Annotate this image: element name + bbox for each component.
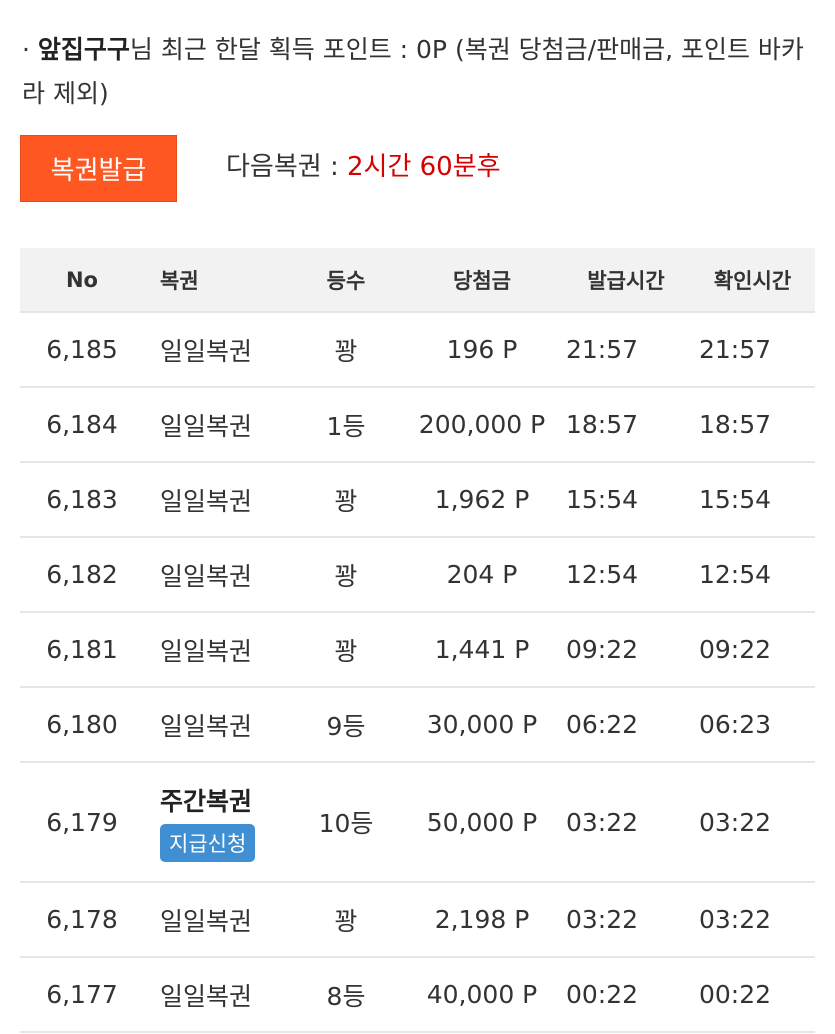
cell-checked: 12:54 [699, 560, 772, 589]
cell-no: 6,178 [46, 905, 118, 934]
cell-checked: 09:22 [699, 635, 772, 664]
header-no: No [65, 267, 98, 292]
cell-checked: 18:57 [699, 410, 772, 439]
cell-prize: 50,000 P [426, 807, 538, 837]
cell-no: 6,184 [46, 410, 118, 439]
cell-prize: 196 P [446, 335, 518, 364]
cell-no: 6,180 [46, 710, 118, 739]
cell-issued: 09:22 [566, 635, 639, 664]
cell-prize: 1,962 P [434, 485, 530, 514]
table-row: 6,183 일일복권 꽝 1,962 P 15:54 15:54 [20, 463, 815, 538]
cell-type: 일일복권 [160, 336, 253, 366]
table-row: 6,181 일일복권 꽝 1,441 P 09:22 09:22 [20, 613, 815, 688]
cell-prize: 40,000 P [426, 980, 538, 1009]
cell-type: 일일복권 [160, 981, 253, 1011]
claim-button[interactable]: 지급신청 [160, 824, 256, 862]
cell-issued: 06:22 [566, 710, 639, 739]
cell-type: 일일복권 [160, 906, 253, 936]
monthly-points-info: · 앞집구구님 최근 한달 획득 포인트 : 0P (복권 당첨금/판매금, 포… [22, 28, 812, 116]
cell-rank: 8등 [326, 981, 366, 1011]
cell-prize: 2,198 P [434, 905, 530, 934]
cell-rank: 꽝 [334, 336, 358, 366]
table-header: No 복권 등수 당첨금 발급시간 확인시간 [20, 248, 815, 313]
table-row: 6,180 일일복권 9등 30,000 P 06:22 06:23 [20, 688, 815, 763]
next-lottery-time: 2시간 60분후 [346, 152, 501, 182]
bullet: · [22, 35, 30, 64]
cell-type: 일일복권 [160, 411, 253, 441]
header-type: 복권 [160, 268, 199, 293]
header-prize: 당첨금 [453, 268, 511, 293]
issue-lottery-button[interactable]: 복권발급 [20, 135, 177, 202]
header-checked: 확인시간 [713, 268, 792, 293]
cell-prize: 30,000 P [426, 710, 538, 739]
cell-rank: 꽝 [334, 636, 358, 666]
cell-no: 6,183 [46, 485, 118, 514]
cell-no: 6,182 [46, 560, 118, 589]
cell-no: 6,177 [46, 980, 118, 1009]
cell-issued: 00:22 [566, 980, 639, 1009]
cell-checked: 03:22 [699, 905, 772, 934]
table-row: 6,178 일일복권 꽝 2,198 P 03:22 03:22 [20, 883, 815, 958]
cell-type: 일일복권 [160, 636, 253, 666]
cell-no: 6,179 [46, 807, 118, 837]
username: 앞집구구 [37, 35, 130, 64]
next-lottery: 다음복권 : 2시간 60분후 [226, 143, 501, 191]
cell-issued: 03:22 [566, 807, 639, 837]
table-row: 6,185 일일복권 꽝 196 P 21:57 21:57 [20, 313, 815, 388]
cell-prize: 1,441 P [434, 635, 530, 664]
cell-issued: 03:22 [566, 905, 639, 934]
cell-type: 일일복권 [160, 486, 253, 516]
cell-prize: 204 P [446, 560, 518, 589]
cell-checked: 03:22 [699, 807, 772, 837]
cell-rank: 10등 [318, 809, 374, 838]
cell-type: 일일복권 [160, 561, 253, 591]
cell-checked: 21:57 [699, 335, 772, 364]
cell-no: 6,185 [46, 335, 118, 364]
cell-rank: 꽝 [334, 561, 358, 591]
lottery-type: 주간복권 [160, 787, 253, 816]
lottery-table: No 복권 등수 당첨금 발급시간 확인시간 6,185 일일복권 꽝 196 P 21… [20, 248, 815, 1033]
cell-issued: 18:57 [566, 410, 639, 439]
cell-rank: 꽝 [334, 486, 358, 516]
cell-issued: 15:54 [566, 485, 639, 514]
cell-type: 일일복권 [160, 711, 253, 741]
points-text: 님 최근 한달 획득 포인트 : 0P (복권 당첨금/판매금, 포인트 바카라… [22, 35, 804, 108]
table-row: 6,177 일일복권 8등 40,000 P 00:22 00:22 [20, 958, 815, 1033]
cell-rank: 9등 [326, 711, 366, 741]
next-lottery-label: 다음복권 : [226, 152, 347, 182]
header-issued: 발급시간 [587, 268, 665, 293]
cell-rank: 1등 [326, 411, 366, 441]
cell-checked: 15:54 [699, 485, 772, 514]
cell-checked: 00:22 [699, 980, 772, 1009]
header-rank: 등수 [326, 268, 366, 293]
cell-issued: 21:57 [566, 335, 639, 364]
cell-checked: 06:23 [699, 710, 772, 739]
cell-issued: 12:54 [566, 560, 639, 589]
cell-no: 6,181 [46, 635, 118, 664]
cell-rank: 꽝 [334, 906, 358, 936]
table-row: 6,182 일일복권 꽝 204 P 12:54 12:54 [20, 538, 815, 613]
table-row: 6,184 일일복권 1등 200,000 P 18:57 18:57 [20, 388, 815, 463]
cell-prize: 200,000 P [418, 410, 546, 439]
